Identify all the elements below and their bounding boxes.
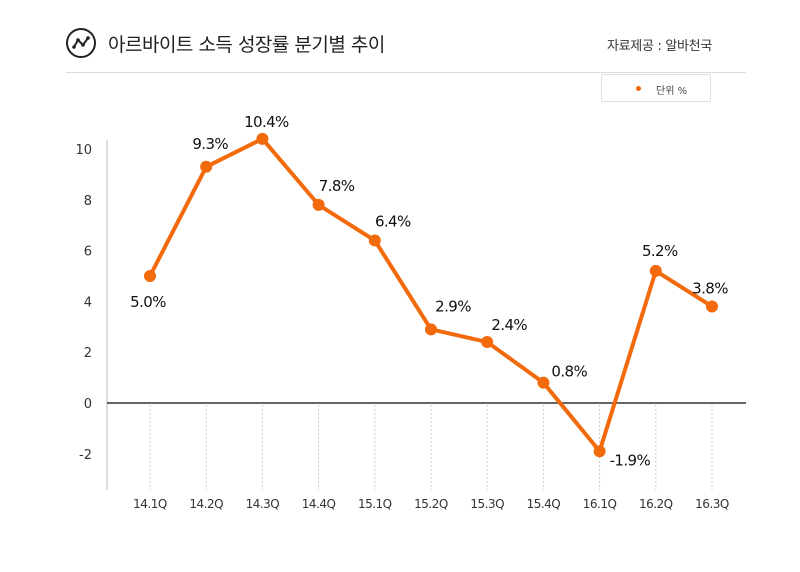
y-tick-label: 4 bbox=[84, 295, 92, 310]
data-point bbox=[200, 160, 213, 173]
data-label: 2.9% bbox=[435, 297, 471, 315]
data-label: 5.0% bbox=[130, 293, 166, 311]
chart-title: 아르바이트 소득 성장률 분기별 추이 bbox=[108, 34, 385, 56]
data-label: 9.3% bbox=[192, 135, 228, 153]
x-tick-label: 14.4Q bbox=[302, 497, 336, 511]
y-tick-labels: 10 8 6 4 2 0 -2 bbox=[75, 143, 92, 463]
data-point bbox=[144, 270, 156, 282]
data-label: 5.2% bbox=[642, 242, 678, 260]
y-tick-label: 0 bbox=[84, 397, 92, 412]
series-line bbox=[148, 136, 714, 454]
source-credit: 자료제공 : 알바천국 bbox=[606, 39, 712, 54]
x-tick-label: 16.1Q bbox=[583, 497, 617, 511]
x-tick-label: 16.3Q bbox=[695, 497, 729, 511]
x-tick-label: 15.2Q bbox=[414, 497, 448, 511]
data-point bbox=[481, 336, 494, 349]
data-point bbox=[537, 376, 550, 389]
data-label: 2.4% bbox=[491, 316, 527, 334]
data-point bbox=[368, 234, 381, 247]
data-point bbox=[312, 198, 325, 211]
data-point bbox=[649, 264, 662, 277]
x-tick-label: 14.3Q bbox=[246, 497, 280, 511]
axes bbox=[106, 140, 746, 490]
data-point bbox=[256, 132, 269, 145]
data-label: -1.9% bbox=[610, 451, 651, 469]
data-label: 6.4% bbox=[375, 212, 411, 230]
legend-marker bbox=[636, 86, 641, 91]
grid-lines bbox=[149, 405, 713, 490]
y-tick-label: 2 bbox=[84, 346, 92, 361]
legend: 단위 % bbox=[601, 74, 711, 102]
x-tick-label: 15.4Q bbox=[527, 497, 561, 511]
y-tick-label: 6 bbox=[84, 245, 92, 260]
data-label: 0.8% bbox=[551, 363, 587, 381]
y-tick-label: -2 bbox=[79, 448, 92, 463]
data-point bbox=[706, 300, 718, 313]
x-tick-label: 14.1Q bbox=[133, 497, 167, 511]
data-points bbox=[144, 132, 718, 458]
x-tick-label: 15.3Q bbox=[470, 497, 504, 511]
trend-line-icon bbox=[66, 28, 96, 58]
header-divider bbox=[66, 72, 746, 73]
x-tick-label: 14.2Q bbox=[189, 497, 223, 511]
data-point bbox=[425, 323, 437, 336]
data-labels: 5.0% 9.3% 10.4% 7.8% 6.4% 2.9% 2.4% 0.8% -1.9% 5.… bbox=[130, 113, 729, 469]
legend-label: 단위 % bbox=[656, 86, 688, 97]
series-polyline bbox=[148, 136, 714, 454]
x-tick-label: 15.1Q bbox=[358, 497, 392, 511]
x-tick-labels: 14.1Q 14.2Q 14.3Q 14.4Q 15.1Q 15.2Q 15.3Q 15.4Q… bbox=[133, 497, 729, 511]
y-tick-label: 8 bbox=[84, 194, 92, 209]
data-point bbox=[593, 445, 606, 458]
data-label: 7.8% bbox=[319, 177, 355, 195]
x-tick-label: 16.2Q bbox=[639, 497, 673, 511]
chart-header: 아르바이트 소득 성장률 분기별 추이 자료제공 : 알바천국 bbox=[0, 0, 800, 74]
y-tick-label: 10 bbox=[75, 143, 92, 158]
data-label: 10.4% bbox=[244, 113, 289, 131]
data-label: 3.8% bbox=[692, 279, 728, 297]
